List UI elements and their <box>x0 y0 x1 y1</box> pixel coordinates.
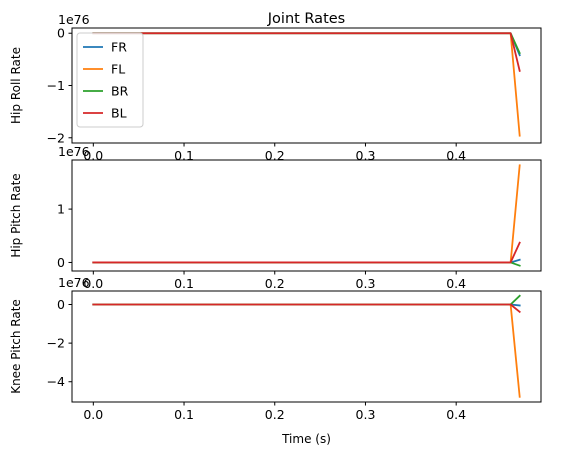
series-line-fl <box>92 303 521 398</box>
subplot-hip-pitch: 0.0 0.1 0.2 0.3 0.4 0 1 1e76 Hip Pitch Rate <box>9 144 542 291</box>
y-axis-label: Knee Pitch Rate <box>9 299 23 394</box>
series-line-bl <box>92 32 521 72</box>
x-tick-label: 0.4 <box>446 148 466 163</box>
x-tick-label: 0.4 <box>446 276 466 291</box>
y-tick-label: 0 <box>57 255 65 270</box>
y-tick-label: 0 <box>57 297 65 312</box>
legend-label-bl: BL <box>111 106 127 121</box>
y-offset-text: 1e76 <box>58 275 90 290</box>
x-tick-label: 0.3 <box>356 407 376 422</box>
x-tick-label: 0.2 <box>265 407 285 422</box>
series-line-br <box>92 32 521 55</box>
x-tick-label: 0.1 <box>174 276 194 291</box>
y-tick-label: 1 <box>57 202 65 217</box>
figure-title: Joint Rates <box>267 11 345 27</box>
legend-label-br: BR <box>111 84 129 99</box>
y-tick-label: −2 <box>47 130 65 145</box>
x-tick-label: 0.0 <box>83 407 103 422</box>
subplot-knee-pitch: 0.0 0.1 0.2 0.3 0.4 0 −2 −4 1e76 Knee Pitch Rate <box>9 275 542 422</box>
axes-frame <box>71 159 542 272</box>
x-tick-label: 0.2 <box>265 148 285 163</box>
series-line-br <box>92 294 521 306</box>
series-line-bl <box>92 241 521 264</box>
legend-label-fl: FL <box>111 62 125 77</box>
series-line-fl <box>92 32 521 137</box>
series-line-fr <box>92 32 521 57</box>
x-tick-label: 0.2 <box>265 276 285 291</box>
x-tick-label: 0.3 <box>356 276 376 291</box>
legend: FR FL BR BL <box>76 32 144 128</box>
y-tick-label: −1 <box>47 78 65 93</box>
y-tick-label: −2 <box>47 336 65 351</box>
y-offset-text: 1e76 <box>58 144 90 159</box>
x-tick-label: 0.4 <box>446 407 466 422</box>
y-tick-label: −4 <box>47 374 65 389</box>
x-tick-label: 0.1 <box>174 407 194 422</box>
x-tick-label: 0.0 <box>83 148 103 163</box>
series-line-fl <box>92 164 521 264</box>
y-axis-label: Hip Roll Rate <box>9 47 23 124</box>
x-tick-label: 0.1 <box>174 148 194 163</box>
y-tick-label: 0 <box>57 26 65 41</box>
legend-label-fr: FR <box>111 40 127 55</box>
x-tick-label: 0.0 <box>83 276 103 291</box>
x-tick-label: 0.3 <box>356 148 376 163</box>
y-axis-label: Hip Pitch Rate <box>9 173 23 257</box>
axes-frame <box>71 290 542 403</box>
y-offset-text: 1e76 <box>58 12 90 27</box>
x-axis-label: Time (s) <box>281 432 331 446</box>
series-line-bl <box>92 303 521 314</box>
legend-box <box>76 32 144 128</box>
